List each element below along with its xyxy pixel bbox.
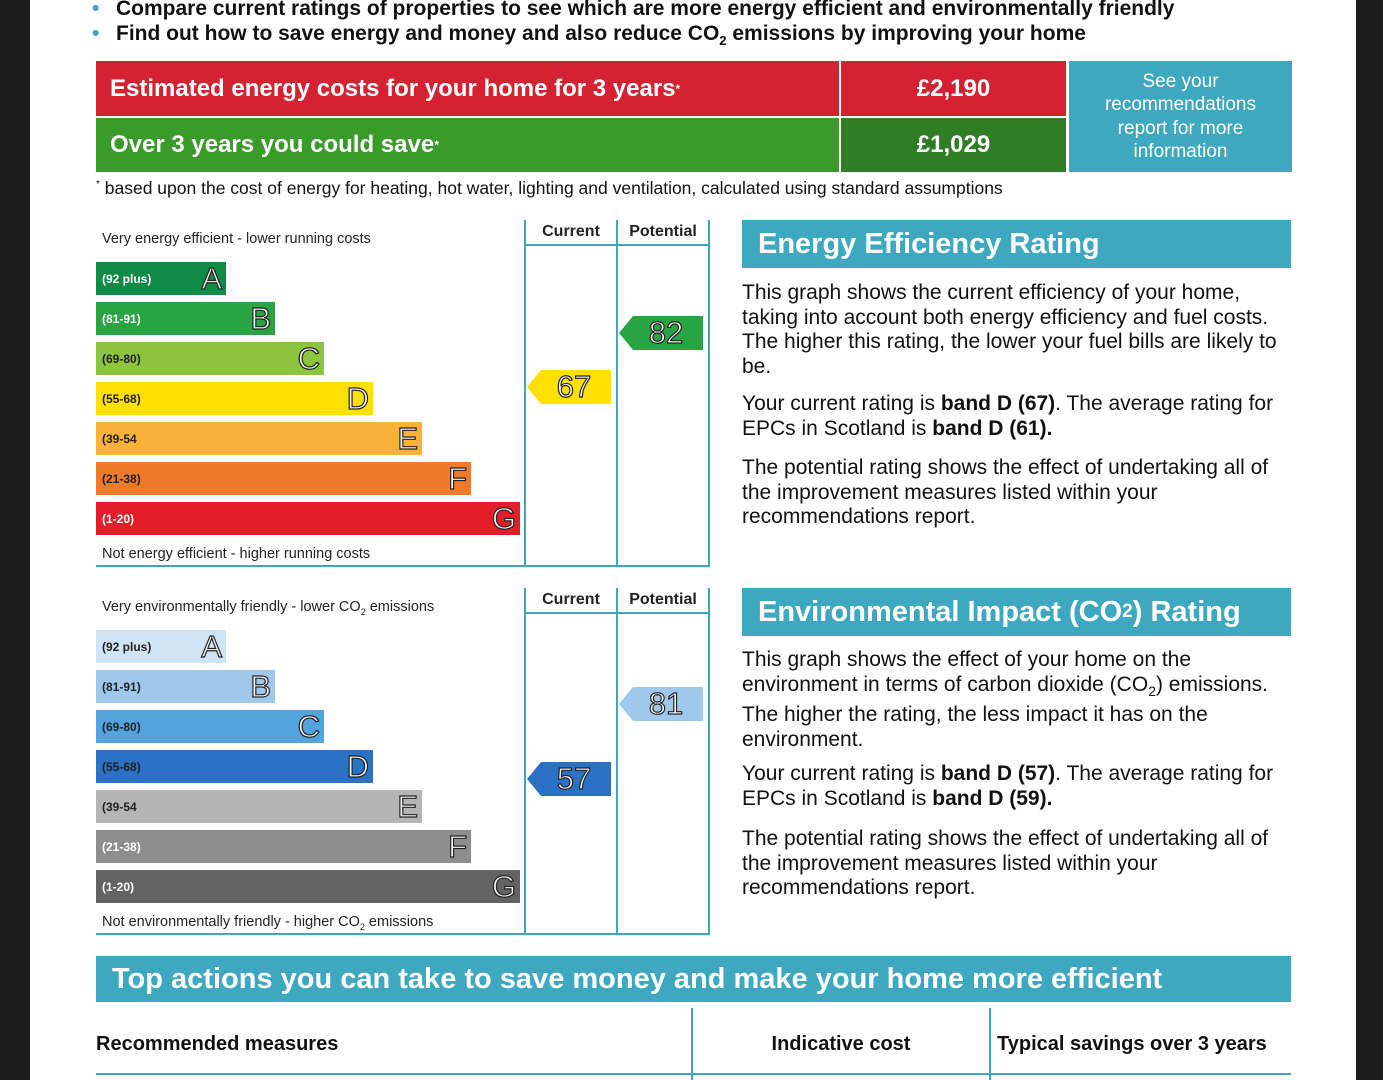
energy-band-f: (21-38) F <box>96 460 471 496</box>
energy-grid-line <box>708 220 710 566</box>
estimated-costs-value: £2,190 <box>841 61 1066 116</box>
co2-band-letter: G <box>491 868 516 904</box>
co2-band-range: (39-54 <box>102 799 137 814</box>
environmental-impact-heading: Environmental Impact (CO 2) Rating <box>742 588 1291 636</box>
energy-grid-line <box>524 220 526 566</box>
energy-band-a: (92 plus) A <box>96 260 226 296</box>
energy-band-g: (1-20) G <box>96 500 520 536</box>
energy-efficiency-potential-text: The potential rating shows the effect of… <box>742 456 1269 528</box>
co2-bottom-caption: Not environmentally friendly - higher CO… <box>102 914 434 932</box>
co2-band-range: (21-38) <box>102 839 141 854</box>
co2-band-letter: F <box>447 828 467 864</box>
co2-potential-rating: 81 <box>648 685 684 721</box>
energy-band-letter: A <box>201 260 223 296</box>
energy-efficiency-current-text: Your current rating is band D (67). The … <box>742 392 1274 440</box>
co2-grid-line <box>524 588 526 935</box>
co2-band-e: (39-54 E <box>96 788 422 824</box>
energy-top-caption: Very energy efficient - lower running co… <box>102 231 371 247</box>
co2-grid-line <box>524 612 710 614</box>
energy-potential-header: Potential <box>629 223 697 240</box>
energy-current-header: Current <box>542 223 600 240</box>
energy-band-letter: E <box>397 420 419 456</box>
co2-band-letter: C <box>297 708 321 744</box>
co2-potential-rating-arrow: 81 <box>619 685 703 722</box>
co2-band-letter: E <box>397 788 419 824</box>
co2-potential-header: Potential <box>629 591 697 608</box>
energy-potential-rating: 82 <box>648 314 684 350</box>
co2-grid-line <box>616 588 618 935</box>
energy-band-letter: G <box>491 500 516 536</box>
energy-band-range: (69-80) <box>102 351 141 366</box>
energy-band-d: (55-68) D <box>96 380 373 416</box>
savings-value: £1,029 <box>841 118 1066 172</box>
co2-grid-line <box>708 588 710 935</box>
co2-current-rating-arrow: 57 <box>527 760 611 797</box>
energy-grid-line <box>524 244 710 246</box>
co2-band-b: (81-91) B <box>96 668 275 704</box>
co2-band-range: (1-20) <box>102 879 135 894</box>
co2-band-range: (81-91) <box>102 679 141 694</box>
energy-current-rating: 67 <box>556 368 592 404</box>
energy-band-letter: F <box>447 460 467 496</box>
energy-efficiency-description: This graph shows the current efficiency … <box>742 281 1277 378</box>
energy-band-range: (1-20) <box>102 511 135 526</box>
savings-label: Over 3 years you could save * <box>96 118 839 172</box>
table-divider <box>96 1073 1291 1075</box>
energy-current-rating-arrow: 67 <box>527 368 611 405</box>
intro-bullets: Compare current ratings of properties to… <box>92 0 1174 53</box>
energy-band-letter: C <box>297 340 321 376</box>
energy-band-b: (81-91) B <box>96 300 275 336</box>
energy-efficiency-heading: Energy Efficiency Rating <box>742 220 1291 268</box>
energy-band-range: (21-38) <box>102 471 141 486</box>
intro-bullet-save: Find out how to save energy and money an… <box>92 21 1174 53</box>
environmental-impact-current-text: Your current rating is band D (57). The … <box>742 762 1274 810</box>
estimated-costs-label: Estimated energy costs for your home for… <box>96 61 839 116</box>
co2-band-range: (92 plus) <box>102 639 152 654</box>
environmental-impact-description: This graph shows the effect of your home… <box>742 648 1269 751</box>
indicative-cost-header: Indicative cost <box>771 1033 911 1055</box>
energy-band-range: (39-54 <box>102 431 137 446</box>
energy-potential-rating-arrow: 82 <box>619 314 703 351</box>
see-recommendations-box[interactable]: See your recommendations report for more in… <box>1069 61 1292 172</box>
environmental-impact-potential-text: The potential rating shows the effect of… <box>742 827 1269 899</box>
energy-bottom-caption: Not energy efficient - higher running co… <box>102 546 371 562</box>
epc-page: Compare current ratings of properties to… <box>30 0 1356 1080</box>
recommended-measures-header: Recommended measures <box>96 1033 339 1055</box>
co2-band-c: (69-80) C <box>96 708 324 744</box>
energy-band-letter: B <box>250 300 272 336</box>
energy-band-c: (69-80) C <box>96 340 324 376</box>
energy-band-range: (55-68) <box>102 391 141 406</box>
energy-grid-line <box>616 220 618 566</box>
co2-current-rating: 57 <box>556 760 592 796</box>
co2-band-letter: A <box>201 628 223 664</box>
co2-band-f: (21-38) F <box>96 828 471 864</box>
co2-band-letter: D <box>346 748 370 784</box>
energy-band-letter: D <box>346 380 370 416</box>
co2-band-a: (92 plus) A <box>96 628 226 664</box>
table-divider <box>989 1008 991 1080</box>
costs-footnote: * based upon the cost of energy for heat… <box>96 178 1003 198</box>
energy-grid-line <box>96 565 710 567</box>
top-actions-heading: Top actions you can take to save money a… <box>96 956 1291 1002</box>
energy-band-range: (81-91) <box>102 311 141 326</box>
co2-band-range: (69-80) <box>102 719 141 734</box>
energy-band-range: (92 plus) <box>102 271 152 286</box>
energy-band-e: (39-54 E <box>96 420 422 456</box>
co2-band-range: (55-68) <box>102 759 141 774</box>
co2-band-d: (55-68) D <box>96 748 373 784</box>
table-divider <box>691 1008 693 1080</box>
co2-top-caption: Very environmentally friendly - lower CO… <box>102 599 435 617</box>
co2-band-letter: B <box>250 668 272 704</box>
co2-band-g: (1-20) G <box>96 868 520 904</box>
co2-current-header: Current <box>542 591 600 608</box>
intro-bullet-compare: Compare current ratings of properties to… <box>92 0 1174 21</box>
co2-grid-line <box>96 933 710 935</box>
typical-savings-header: Typical savings over 3 years <box>997 1033 1267 1055</box>
